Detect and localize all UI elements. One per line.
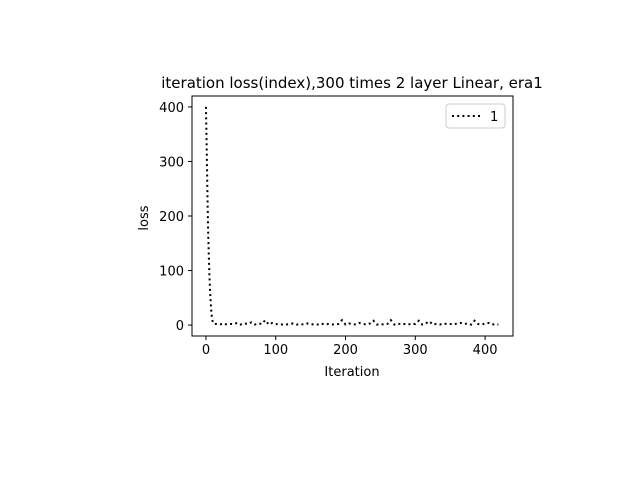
series-line-group <box>204 106 499 326</box>
legend-entry-label: 1 <box>490 110 498 125</box>
x-axis-label: Iteration <box>324 365 379 380</box>
series-line-1 <box>204 106 499 326</box>
y-tick-label: 300 <box>159 155 184 170</box>
y-tick-label: 400 <box>159 101 184 116</box>
x-tick-label: 0 <box>202 343 210 358</box>
y-axis-label: loss <box>137 205 152 230</box>
axes-ticks: 0 100 200 300 400 0 100 200 300 400 <box>159 101 497 358</box>
legend-box <box>445 103 506 129</box>
x-tick-label: 200 <box>333 343 358 358</box>
x-tick-label: 400 <box>473 343 498 358</box>
y-tick-label: 100 <box>159 265 184 280</box>
legend: 1 <box>445 103 506 129</box>
y-tick-label: 0 <box>176 319 184 334</box>
chart-title: iteration loss(index),300 times 2 layer … <box>161 74 543 92</box>
x-tick-label: 100 <box>263 343 288 358</box>
y-tick-label: 200 <box>159 210 184 225</box>
axes-frame <box>191 95 514 337</box>
x-tick-label: 300 <box>403 343 428 358</box>
